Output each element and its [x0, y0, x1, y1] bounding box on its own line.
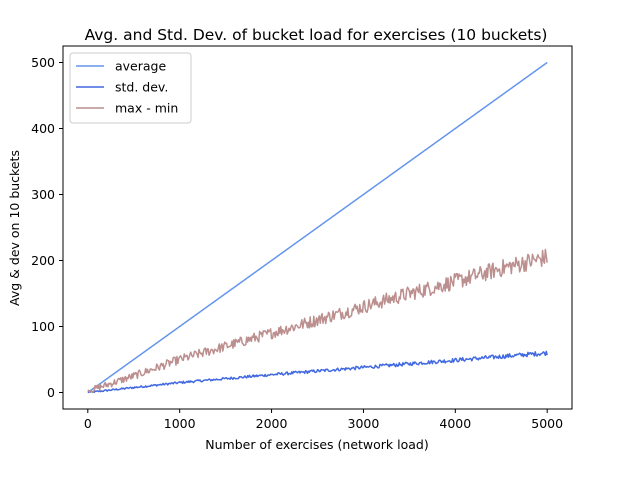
y-axis-label: Avg & dev on 10 buckets	[7, 150, 22, 306]
y-axis: 0 100 200 300 400 500	[31, 55, 63, 400]
x-tick-label: 1000	[164, 416, 196, 431]
legend-label: std. dev.	[115, 80, 168, 95]
series-line-average	[87, 61, 548, 394]
legend-label: max - min	[115, 101, 178, 116]
y-tick-label: 100	[31, 319, 55, 334]
series-line-max-min	[87, 248, 548, 394]
plot-area	[62, 45, 573, 410]
series-line-std-dev	[87, 350, 548, 394]
x-tick-label: 0	[84, 416, 92, 431]
legend-label: average	[115, 59, 166, 74]
y-tick-label: 300	[31, 187, 55, 202]
x-tick-label: 5000	[531, 416, 563, 431]
legend-box	[69, 52, 192, 124]
y-tick-label: 0	[47, 385, 55, 400]
x-tick-label: 3000	[348, 416, 380, 431]
axes-frame	[62, 45, 573, 410]
x-axis: 0 1000 2000 3000 4000 5000	[84, 409, 563, 431]
x-axis-label: Number of exercises (network load)	[205, 437, 429, 452]
y-tick-label: 400	[31, 121, 55, 136]
y-tick-label: 200	[31, 253, 55, 268]
legend: average std. dev. max - min	[69, 52, 192, 124]
series-layer	[87, 61, 548, 394]
chart-title: Avg. and Std. Dev. of bucket load for ex…	[85, 26, 548, 44]
x-tick-label: 2000	[256, 416, 288, 431]
x-tick-label: 4000	[439, 416, 471, 431]
y-tick-label: 500	[31, 55, 55, 70]
